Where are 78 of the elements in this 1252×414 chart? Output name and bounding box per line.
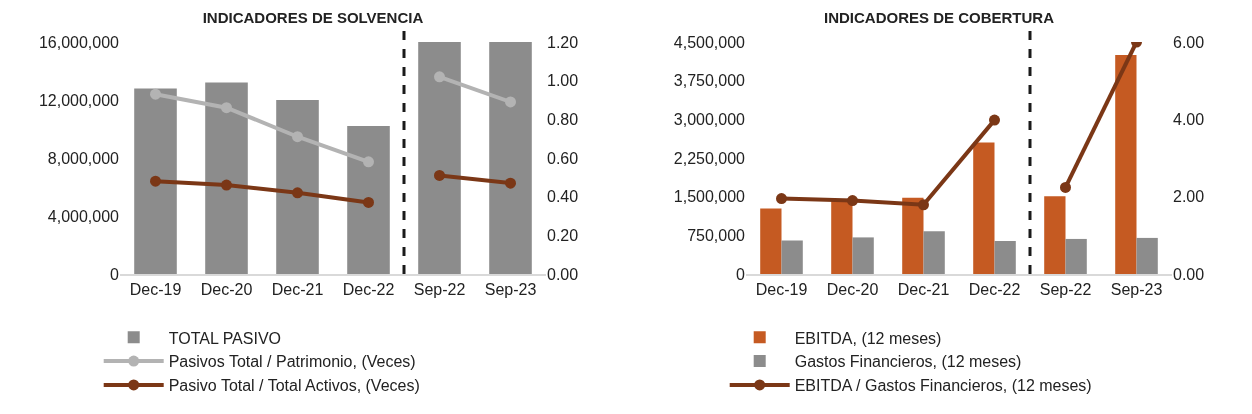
x-tick-label: Dec-21	[897, 281, 950, 299]
point	[434, 71, 445, 83]
y2-tick-label: 0.00	[547, 265, 579, 283]
y2-tick-label: 4.00	[1173, 110, 1205, 128]
legend-label: Pasivo Total / Total Activos, (Veces)	[168, 377, 420, 395]
bar	[205, 82, 248, 274]
x-tick-label: Dec-19	[755, 281, 808, 299]
y2-tick-label: 1.20	[547, 33, 579, 51]
chart-title: INDICADORES DE COBERTURA	[823, 8, 1055, 26]
x-tick-label: Sep-23	[1110, 281, 1163, 299]
bar	[973, 142, 995, 274]
x-tick-label: Sep-22	[413, 281, 466, 299]
bar	[902, 197, 924, 274]
point	[918, 199, 929, 211]
x-tick-label: Dec-20	[200, 281, 253, 299]
point	[292, 131, 303, 143]
bar	[347, 126, 390, 274]
bar	[923, 231, 945, 274]
y2-tick-label: 1.00	[547, 72, 579, 90]
point	[847, 195, 858, 207]
y-tick-label: 1,500,000	[673, 188, 746, 206]
legend-label: EBITDA / Gastos Financieros, (12 meses)	[794, 377, 1092, 395]
y-tick-label: 0	[110, 265, 120, 283]
y2-tick-label: 0.60	[547, 149, 579, 167]
point	[221, 102, 232, 114]
bar	[1065, 238, 1087, 274]
bar	[831, 200, 853, 274]
point	[363, 196, 374, 208]
point	[221, 179, 232, 191]
y-tick-label: 4,000,000	[47, 207, 120, 225]
point	[150, 175, 161, 187]
bar	[134, 88, 177, 274]
y2-tick-label: 0.80	[547, 110, 579, 128]
point	[776, 193, 787, 205]
chart-title: INDICADORES DE SOLVENCIA	[202, 8, 424, 26]
bar	[1136, 237, 1158, 274]
y-tick-label: 3,750,000	[673, 72, 746, 90]
y2-tick-label: 6.00	[1173, 33, 1205, 51]
legend-label: Pasivos Total / Patrimonio, (Veces)	[168, 353, 416, 371]
bar	[418, 42, 461, 274]
x-tick-label: Dec-21	[271, 281, 324, 299]
point	[505, 96, 516, 108]
bar	[276, 100, 319, 274]
legend-label: TOTAL PASIVO	[168, 329, 282, 347]
x-tick-label: Dec-22	[968, 281, 1021, 299]
point	[989, 114, 1000, 126]
y2-tick-label: 0.20	[547, 226, 579, 244]
legend-label: Gastos Financieros, (12 meses)	[794, 353, 1022, 371]
x-tick-label: Sep-22	[1039, 281, 1092, 299]
point	[1060, 181, 1071, 193]
bar	[781, 240, 803, 274]
legend-label: EBITDA, (12 meses)	[794, 329, 942, 347]
point	[434, 169, 445, 181]
point	[292, 187, 303, 199]
y-tick-label: 0	[736, 265, 746, 283]
y-tick-label: 12,000,000	[38, 91, 120, 109]
point	[505, 177, 516, 189]
y2-tick-label: 0.00	[1173, 265, 1205, 283]
x-tick-label: Dec-20	[826, 281, 879, 299]
point	[363, 156, 374, 168]
x-tick-label: Sep-23	[484, 281, 537, 299]
bar	[994, 241, 1016, 274]
y-tick-label: 4,500,000	[673, 33, 746, 51]
bar	[1044, 196, 1066, 274]
y2-tick-label: 0.40	[547, 188, 579, 206]
y-tick-label: 16,000,000	[38, 33, 120, 51]
y-tick-label: 2,250,000	[673, 149, 746, 167]
x-tick-label: Dec-22	[342, 281, 395, 299]
y-tick-label: 750,000	[687, 226, 746, 244]
bar	[489, 42, 532, 274]
point	[150, 88, 161, 100]
bar	[760, 208, 782, 274]
x-tick-label: Dec-19	[129, 281, 182, 299]
bar	[1115, 54, 1137, 274]
y-tick-label: 3,000,000	[673, 110, 746, 128]
bar	[852, 237, 874, 274]
y2-tick-label: 2.00	[1173, 188, 1205, 206]
y-tick-label: 8,000,000	[47, 149, 120, 167]
